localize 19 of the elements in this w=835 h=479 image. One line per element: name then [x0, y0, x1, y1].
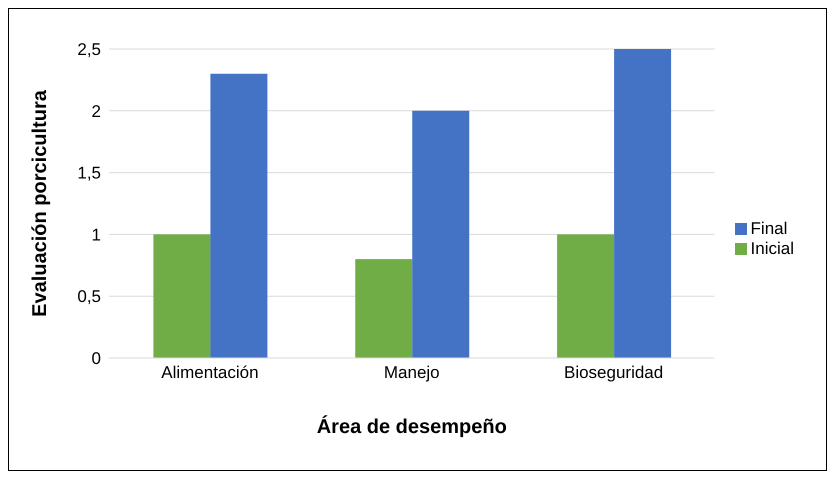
legend-label: Inicial [750, 238, 794, 258]
x-tick-label: Manejo [384, 363, 440, 382]
legend-label: Final [750, 218, 788, 238]
x-axis-title: Área de desempeño [316, 415, 507, 438]
x-tick-label: Bioseguridad [564, 363, 664, 382]
y-tick-label: 1 [92, 225, 101, 244]
bar [614, 49, 672, 358]
y-axis-title: Evaluación porcicultura [29, 89, 52, 317]
y-tick-label: 1,5 [77, 164, 101, 183]
bar [210, 74, 268, 358]
x-tick-label: Alimentación [161, 363, 259, 382]
bar [153, 234, 210, 358]
y-tick-label: 2,5 [77, 40, 101, 60]
y-tick-label: 0 [92, 349, 101, 368]
bar [557, 234, 614, 358]
y-tick-label: 0,5 [77, 287, 101, 306]
y-tick-label: 2 [92, 102, 101, 121]
bar [412, 110, 470, 358]
bar [355, 259, 412, 358]
